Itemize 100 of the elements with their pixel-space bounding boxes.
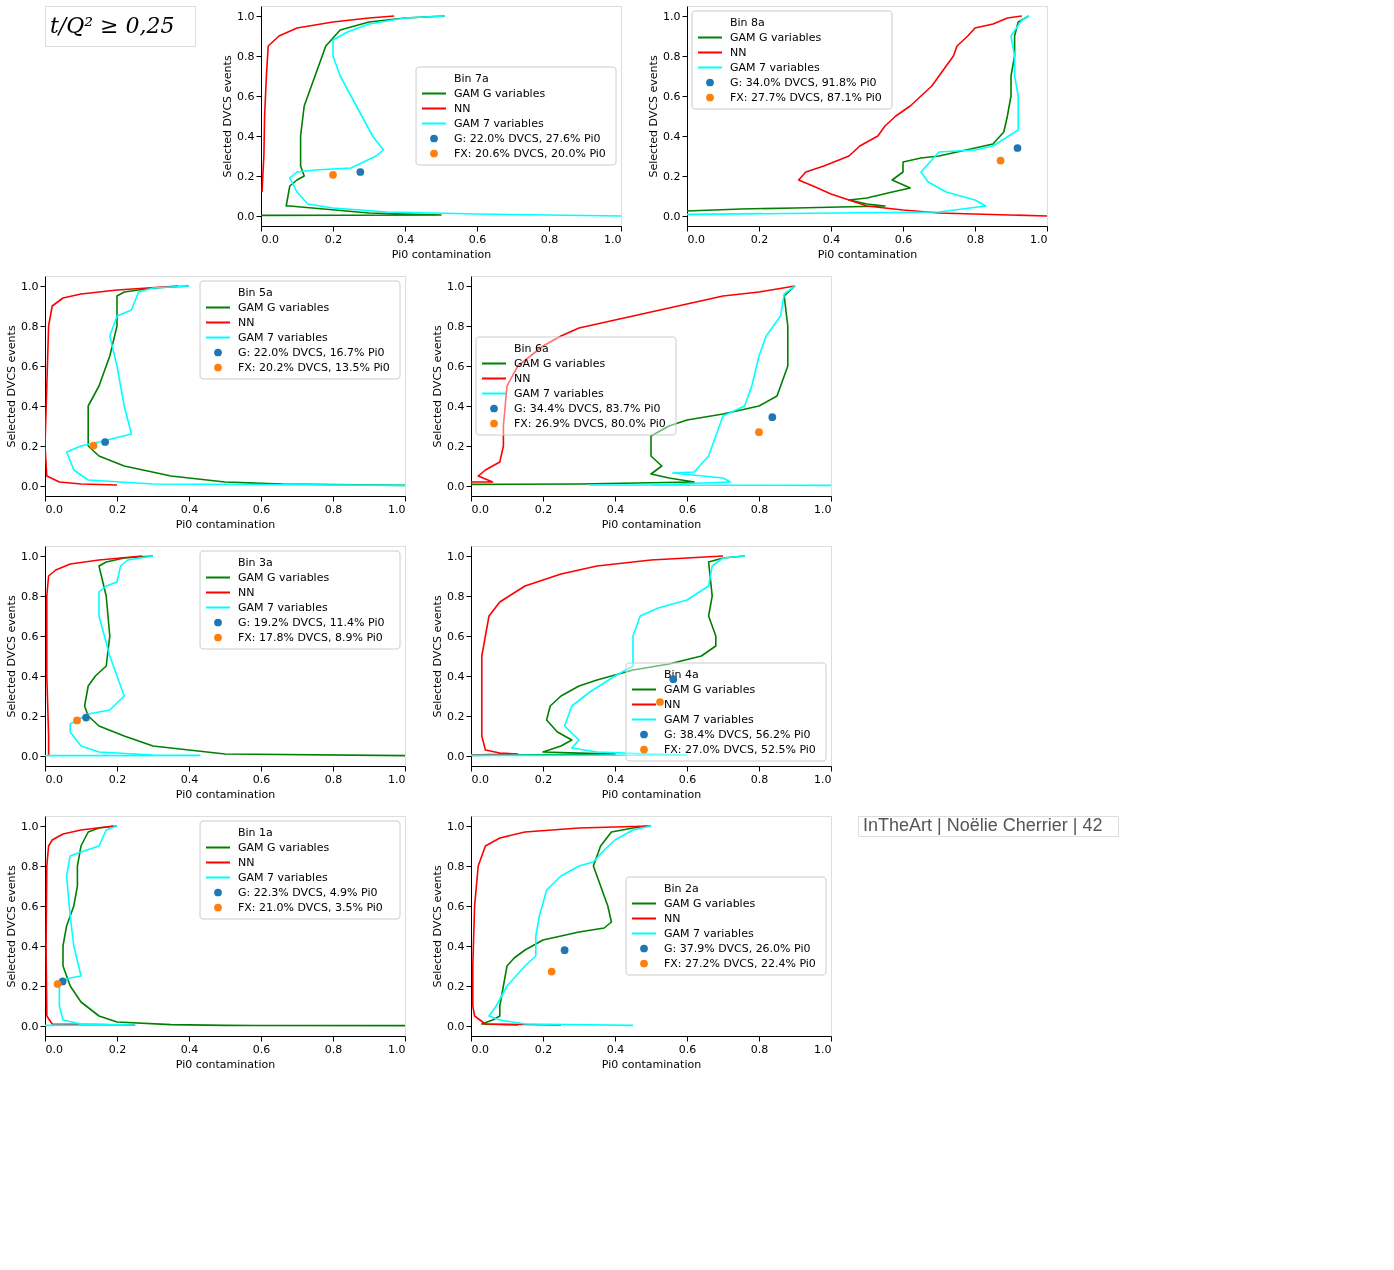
y-tick-label: 0.4 [237,129,255,143]
legend-label: NN [454,101,471,115]
y-tick-label: 0.2 [21,439,39,453]
y-tick-label: 0.6 [237,89,255,103]
legend-title: Bin 3a [238,555,273,569]
legend-title: Bin 4a [664,667,699,681]
legend-label: GAM 7 variables [664,926,754,940]
y-tick-label: 0.0 [21,749,39,763]
y-tick-label: 0.6 [21,899,39,913]
y-tick-label: 0.0 [447,479,465,493]
x-tick-label: 0.0 [687,232,705,246]
legend-label: G: 22.0% DVCS, 16.7% Pi0 [238,345,385,359]
y-tick-label: 0.0 [237,209,255,223]
y-axis-title: Selected DVCS events [5,325,19,448]
x-tick-label: 0.2 [534,772,553,786]
x-tick-label: 0.4 [180,1042,199,1056]
x-tick-label: 0.2 [108,502,127,516]
legend-label: GAM G variables [514,356,606,370]
legend-label: NN [664,911,681,925]
x-tick-label: 1.0 [604,232,622,246]
y-tick-label: 0.4 [447,669,465,683]
legend-label: FX: 26.9% DVCS, 80.0% Pi0 [514,416,666,430]
legend-title: Bin 7a [454,71,489,85]
y-tick-label: 1.0 [237,9,255,23]
x-axis-title: Pi0 contamination [175,787,276,801]
x-tick-label: 0.4 [606,502,625,516]
x-tick-label: 0.8 [324,502,343,516]
y-tick-label: 1.0 [447,279,465,293]
line-series [289,15,621,217]
y-tick-label: 1.0 [447,549,465,563]
legend-label: FX: 27.0% DVCS, 52.5% Pi0 [664,742,816,756]
legend-label: G: 22.0% DVCS, 27.6% Pi0 [454,131,601,145]
x-tick-label: 0.6 [252,772,271,786]
y-tick-label: 0.4 [447,939,465,953]
x-tick-label: 0.4 [606,1042,625,1056]
x-tick-label: 0.0 [45,1042,63,1056]
y-tick-label: 0.2 [21,709,39,723]
x-tick-label: 1.0 [388,502,406,516]
line-series [83,555,405,757]
legend-label: NN [238,585,255,599]
y-tick-label: 0.0 [21,479,39,493]
x-tick-label: 0.8 [540,232,559,246]
legend-label: GAM G variables [664,896,756,910]
x-tick-label: 0.8 [750,772,769,786]
y-tick-label: 0.6 [663,89,681,103]
legend-label: GAM 7 variables [238,870,328,884]
x-tick-label: 0.2 [108,772,127,786]
x-tick-label: 0.6 [678,772,697,786]
line-series [62,825,405,1027]
x-tick-label: 0.0 [261,232,279,246]
y-tick-label: 1.0 [21,549,39,563]
x-tick-label: 0.8 [324,772,343,786]
y-tick-label: 0.4 [21,399,39,413]
legend-label: GAM G variables [664,682,756,696]
legend-title: Bin 8a [730,15,765,29]
legend-label: NN [730,45,747,59]
x-tick-label: 0.2 [324,232,343,246]
x-tick-label: 0.6 [252,502,271,516]
x-axis-title: Pi0 contamination [175,517,276,531]
y-axis-title: Selected DVCS events [647,55,661,178]
legend-label: G: 38.4% DVCS, 56.2% Pi0 [664,727,811,741]
x-tick-label: 1.0 [814,502,832,516]
y-tick-label: 1.0 [21,819,39,833]
y-tick-label: 0.0 [663,209,681,223]
legend-label: GAM 7 variables [514,386,604,400]
legend-label: GAM G variables [730,30,822,44]
x-tick-label: 0.6 [468,232,487,246]
line-series [261,15,395,193]
y-tick-label: 1.0 [447,819,465,833]
y-tick-label: 1.0 [21,279,39,293]
y-axis-title: Selected DVCS events [5,865,19,988]
legend-label: G: 34.4% DVCS, 83.7% Pi0 [514,401,661,415]
x-tick-label: 0.0 [471,1042,489,1056]
x-tick-label: 0.2 [534,1042,553,1056]
x-tick-label: 0.6 [894,232,913,246]
x-tick-label: 0.0 [471,502,489,516]
legend-label: GAM 7 variables [730,60,820,74]
y-tick-label: 0.6 [21,359,39,373]
x-axis-title: Pi0 contamination [601,787,702,801]
y-tick-label: 0.8 [447,859,465,873]
x-axis-title: Pi0 contamination [601,1057,702,1071]
x-tick-label: 0.6 [252,1042,271,1056]
x-tick-label: 0.4 [180,502,199,516]
y-tick-label: 0.2 [663,169,681,183]
x-tick-label: 0.2 [534,502,553,516]
y-tick-label: 0.2 [21,979,39,993]
y-tick-label: 0.6 [447,359,465,373]
x-tick-label: 1.0 [814,772,832,786]
y-tick-label: 1.0 [663,9,681,23]
x-tick-label: 0.0 [45,772,63,786]
x-axis-title: Pi0 contamination [601,517,702,531]
x-tick-label: 1.0 [1030,232,1048,246]
line-series [46,555,143,757]
x-tick-label: 0.4 [822,232,841,246]
legend-label: G: 22.3% DVCS, 4.9% Pi0 [238,885,378,899]
y-tick-label: 0.6 [447,629,465,643]
y-tick-label: 0.4 [447,399,465,413]
y-tick-label: 0.0 [21,1019,39,1033]
legend-label: FX: 20.2% DVCS, 13.5% Pi0 [238,360,390,374]
legend-label: FX: 20.6% DVCS, 20.0% Pi0 [454,146,606,160]
